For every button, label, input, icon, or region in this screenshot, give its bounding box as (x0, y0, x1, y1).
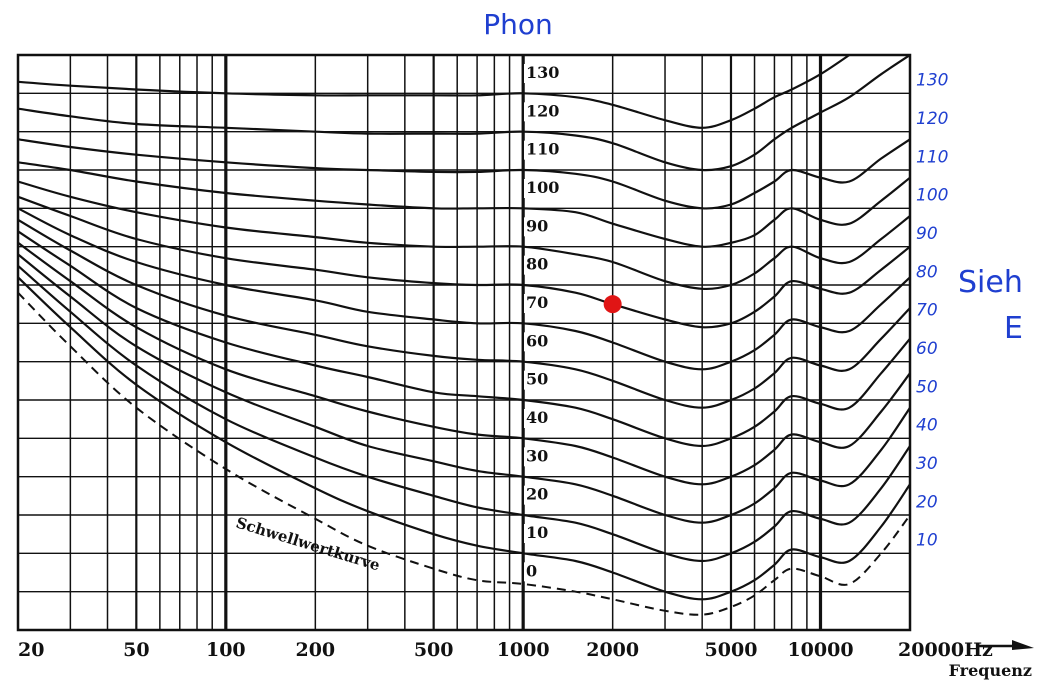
curve-70-phon (18, 207, 911, 371)
inner-label-bg (524, 370, 558, 390)
x-axis-label: Frequenz (949, 661, 1032, 680)
curve-60-phon (18, 218, 911, 409)
right-label-30: 30 (916, 454, 938, 474)
inner-label-bg (524, 409, 558, 428)
threshold-label: Schwellwertkurve (234, 514, 382, 575)
inner-label-70: 70 (526, 293, 548, 312)
right-label-120: 120 (916, 109, 948, 129)
right-label-80: 80 (916, 262, 938, 282)
x-tick-5000: 5000 (705, 639, 758, 661)
inner-label-80: 80 (526, 255, 548, 274)
inner-label-bg (524, 102, 558, 122)
right-label-10: 10 (916, 531, 938, 551)
inner-label-bg (524, 562, 558, 582)
inner-label-110: 110 (526, 140, 559, 159)
threshold-curve (18, 292, 911, 616)
margin-text-line2: E (1004, 311, 1023, 346)
inner-label-30: 30 (526, 446, 548, 465)
x-tick-100: 100 (206, 639, 246, 661)
x-tick-50: 50 (123, 639, 149, 661)
right-label-100: 100 (916, 186, 948, 206)
curve-20-phon (18, 264, 911, 563)
right-label-110: 110 (916, 147, 948, 167)
inner-label-40: 40 (526, 408, 548, 427)
right-label-60: 60 (916, 339, 938, 359)
inner-label-bg (524, 447, 558, 467)
inner-label-bg (524, 485, 558, 505)
right-phon-labels: 130 120 110 100 90 80 70 60 50 40 30 20 10 (916, 71, 948, 551)
curve-50-phon (18, 230, 911, 448)
inner-label-bg (524, 64, 558, 83)
curve-130-phon (18, 55, 852, 129)
x-tick-20: 20 (18, 639, 44, 661)
margin-text-line1: Sieh (958, 265, 1023, 300)
curve-110-phon (18, 138, 911, 210)
inner-label-20: 20 (526, 485, 548, 504)
curve-120-phon (18, 55, 911, 172)
inner-label-120: 120 (526, 101, 559, 120)
right-label-130: 130 (916, 71, 948, 91)
inner-label-bg (524, 255, 558, 275)
inner-label-bg (524, 179, 558, 198)
right-label-50: 50 (916, 377, 938, 397)
right-label-70: 70 (916, 301, 938, 321)
x-tick-1000: 1000 (497, 639, 550, 661)
x-tick-labels: 20 50 100 200 500 1000 2000 5000 10000 20000Hz (18, 639, 993, 661)
curve-40-phon (18, 241, 911, 486)
x-tick-2000: 2000 (586, 639, 639, 661)
curve-80-phon (18, 195, 911, 329)
right-label-20: 20 (916, 492, 938, 512)
inner-label-100: 100 (526, 178, 559, 197)
inner-label-130: 130 (526, 63, 559, 82)
inner-label-0: 0 (526, 561, 537, 580)
x-axis-arrow (1012, 640, 1034, 650)
inner-label-bg (524, 294, 558, 313)
curve-90-phon (18, 180, 911, 291)
inner-label-90: 90 (526, 216, 548, 235)
x-tick-500: 500 (414, 639, 454, 661)
inner-label-bg (524, 217, 558, 237)
curve-30-phon (18, 253, 911, 524)
inner-label-10: 10 (526, 523, 548, 542)
inner-label-bg (524, 524, 558, 543)
x-tick-10000: 10000 (787, 639, 853, 661)
inner-label-bg (524, 140, 558, 160)
right-label-90: 90 (916, 224, 938, 244)
inner-label-50: 50 (526, 370, 548, 389)
inner-label-60: 60 (526, 331, 548, 350)
chart-title: Phon (483, 8, 553, 41)
curves-group (18, 55, 911, 616)
curve-10-phon (18, 276, 911, 601)
marker-point (603, 295, 622, 314)
inner-label-bg (524, 332, 558, 352)
x-tick-20000Hz: 20000Hz (898, 639, 993, 661)
right-label-40: 40 (916, 416, 938, 436)
curve-100-phon (18, 161, 911, 248)
x-tick-200: 200 (295, 639, 335, 661)
